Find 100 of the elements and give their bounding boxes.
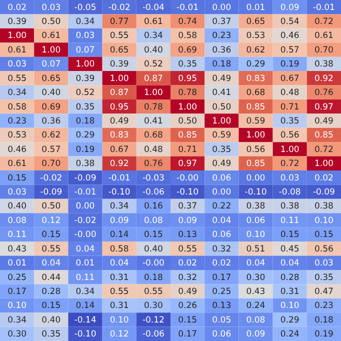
data-label: 0.56 (280, 130, 300, 141)
data-label: 0.35 (42, 330, 61, 340)
data-label: 0.70 (314, 45, 334, 56)
data-label: 0.23 (212, 31, 232, 42)
data-label: 0.67 (280, 74, 300, 84)
data-label: 0.48 (144, 144, 163, 155)
data-label: 0.19 (314, 330, 334, 340)
data-label: 0.83 (246, 74, 266, 84)
data-label: 0.12 (42, 216, 61, 226)
data-label: 0.03 (8, 188, 27, 198)
data-label: 0.15 (314, 230, 334, 240)
data-label: 0.38 (76, 159, 95, 170)
data-label: 0.15 (144, 230, 163, 240)
data-label: -0.02 (108, 2, 130, 13)
data-label: 0.18 (76, 116, 95, 126)
data-label: 0.49 (110, 116, 129, 126)
data-label: 0.71 (280, 102, 300, 112)
data-label: 0.29 (76, 130, 95, 141)
data-label: 0.31 (280, 286, 300, 297)
data-label: -0.03 (142, 173, 164, 184)
data-label: 0.02 (178, 258, 198, 269)
data-label: 0.38 (280, 202, 300, 212)
data-label: 0.41 (144, 116, 163, 126)
data-label: 0.34 (76, 17, 95, 28)
data-label: 0.48 (280, 88, 300, 98)
data-label: -0.02 (40, 173, 62, 184)
data-label: 0.08 (144, 216, 163, 226)
data-label: 0.38 (314, 202, 334, 212)
data-label: 0.34 (76, 286, 95, 297)
data-label: 0.57 (42, 144, 61, 155)
data-label: -0.04 (142, 2, 164, 13)
data-label: 0.55 (42, 244, 61, 254)
data-label: 0.17 (8, 286, 27, 297)
data-label: 0.83 (110, 130, 129, 141)
data-label: 1.00 (280, 144, 300, 155)
data-label: 0.59 (212, 130, 232, 141)
data-label: 0.43 (246, 286, 266, 297)
data-label: -0.01 (176, 2, 199, 13)
data-label: 0.61 (144, 17, 163, 28)
data-label: 1.00 (42, 45, 61, 56)
data-label: 0.58 (8, 102, 27, 112)
data-label: 0.52 (76, 88, 95, 98)
data-label: 0.06 (212, 173, 232, 184)
data-label: 0.32 (212, 244, 232, 254)
data-label: 0.68 (144, 130, 163, 141)
data-label: 0.49 (314, 116, 334, 126)
data-label: 0.85 (246, 102, 266, 112)
data-label: 1.00 (144, 88, 163, 98)
data-label: 0.03 (42, 2, 61, 13)
data-label: 0.36 (42, 116, 61, 126)
data-label: 0.08 (246, 315, 266, 326)
data-label: 0.10 (246, 230, 266, 240)
data-label: 0.46 (8, 144, 27, 155)
data-label: 1.00 (76, 60, 95, 70)
data-label: 0.85 (246, 159, 266, 170)
data-label: 0.44 (42, 272, 61, 283)
data-label: 0.34 (110, 202, 129, 212)
data-label: 0.34 (8, 315, 27, 326)
data-label: 0.17 (212, 272, 232, 283)
data-label: 0.24 (280, 330, 300, 340)
data-label: 0.09 (110, 216, 129, 226)
data-label: 0.62 (246, 45, 266, 56)
data-label: -0.00 (176, 173, 199, 184)
data-label: 0.77 (110, 17, 129, 28)
data-label: 0.71 (178, 144, 198, 155)
data-label: 0.30 (144, 301, 163, 312)
data-label: 0.15 (178, 315, 198, 326)
data-label: 0.17 (178, 330, 198, 340)
data-label: 0.39 (8, 17, 27, 28)
data-label: -0.06 (142, 188, 164, 198)
data-label: 0.03 (280, 173, 300, 184)
data-label: 0.10 (110, 315, 129, 326)
data-label: 0.02 (314, 173, 334, 184)
data-label: 0.11 (280, 216, 300, 226)
data-label: 0.29 (280, 315, 300, 326)
data-label: -0.08 (278, 188, 301, 198)
data-label: -0.01 (312, 2, 335, 13)
data-label: 0.10 (8, 301, 27, 312)
data-label: 0.67 (110, 144, 129, 155)
data-label: 0.49 (178, 286, 198, 297)
data-label: 0.00 (212, 2, 232, 13)
data-label: 0.52 (144, 60, 163, 70)
data-label: 0.39 (76, 74, 95, 84)
data-label: 0.19 (76, 144, 95, 155)
data-label: 0.74 (178, 17, 198, 28)
data-label: 0.34 (144, 31, 163, 42)
data-label: 0.25 (8, 272, 27, 283)
data-label: 1.00 (246, 130, 266, 141)
data-label: 0.55 (110, 31, 129, 42)
data-label: -0.10 (74, 330, 96, 340)
data-label: 0.61 (314, 31, 334, 42)
data-label: 0.37 (178, 202, 198, 212)
data-label: 0.10 (314, 216, 334, 226)
data-label: 0.19 (280, 60, 300, 70)
data-label: -0.01 (108, 173, 130, 184)
data-label: -0.06 (142, 330, 164, 340)
data-label: -0.00 (142, 258, 164, 269)
data-label: 0.12 (110, 330, 129, 340)
data-label: 0.13 (178, 230, 198, 240)
data-label: 0.15 (42, 230, 61, 240)
